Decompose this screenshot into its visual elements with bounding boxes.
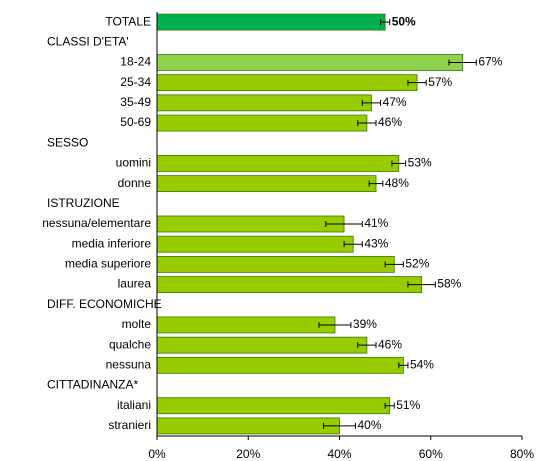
bar	[156, 255, 395, 273]
value-label: 52%	[405, 257, 429, 271]
bar	[156, 155, 400, 172]
value-label: 50%	[392, 14, 416, 28]
group-header: ISTRUZIONE	[47, 196, 120, 210]
category-label: qualche	[109, 337, 151, 351]
bar	[156, 316, 336, 334]
value-label: 46%	[378, 337, 402, 351]
category-label: media inferiore	[72, 236, 152, 250]
group-header: SESSO	[47, 135, 88, 149]
x-tick-label: 60%	[419, 447, 443, 461]
category-label: stranieri	[108, 418, 151, 432]
bar	[156, 356, 404, 374]
bar	[156, 235, 354, 253]
category-label: laurea	[118, 277, 152, 291]
bar	[156, 114, 368, 132]
value-label: 39%	[353, 317, 377, 331]
category-label: 35-49	[120, 95, 151, 109]
value-label: 54%	[410, 358, 434, 372]
group-header: CLASSI D'ETA'	[47, 34, 129, 48]
category-label: 25-34	[120, 75, 151, 89]
category-label: donne	[118, 176, 152, 190]
value-label: 41%	[364, 216, 388, 230]
value-label: 53%	[408, 156, 432, 170]
category-label: media superiore	[65, 257, 151, 271]
bar	[156, 397, 391, 415]
category-label: molte	[122, 317, 152, 331]
value-label: 47%	[383, 95, 407, 109]
value-label: 57%	[428, 75, 452, 89]
category-label: 50-69	[120, 115, 151, 129]
category-label: TOTALE	[105, 14, 151, 28]
category-label: italiani	[117, 398, 151, 412]
group-header: CITTADINANZA*	[47, 378, 138, 392]
bar	[156, 94, 372, 112]
bar	[156, 54, 464, 71]
category-label: nessuna	[106, 358, 152, 372]
category-label: 18-24	[120, 55, 151, 69]
value-label: 58%	[437, 277, 461, 291]
category-label: nessuna/elementare	[42, 216, 151, 230]
category-label: uomini	[116, 156, 151, 170]
value-label: 46%	[378, 115, 402, 129]
bar	[156, 276, 423, 293]
bar	[156, 175, 377, 193]
x-tick-label: 20%	[236, 447, 260, 461]
value-label: 40%	[357, 418, 381, 432]
value-label: 51%	[396, 398, 420, 412]
bar	[156, 215, 345, 233]
x-tick-label: 40%	[327, 447, 351, 461]
value-label: 43%	[364, 236, 388, 250]
bar	[156, 74, 418, 92]
bar	[156, 336, 368, 354]
group-header: DIFF. ECONOMICHE	[47, 297, 162, 311]
x-tick-label: 0%	[148, 447, 166, 461]
x-tick-label: 80%	[510, 447, 534, 461]
value-label: 48%	[385, 176, 409, 190]
bar	[156, 417, 340, 435]
bar	[156, 13, 386, 31]
value-label: 67%	[478, 55, 502, 69]
